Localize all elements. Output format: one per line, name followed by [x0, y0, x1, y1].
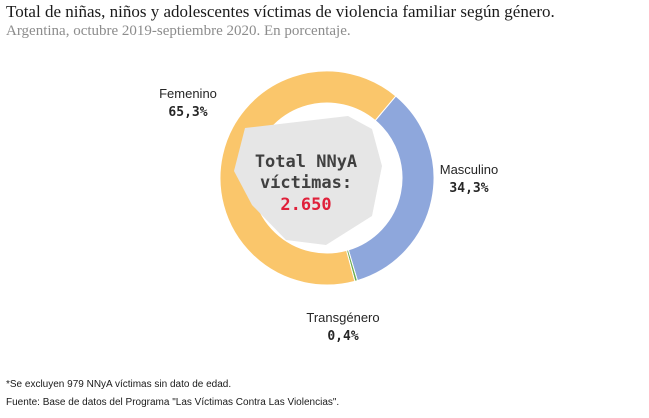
source-note: Fuente: Base de datos del Programa "Las …	[6, 397, 340, 408]
center-line-1: Total NNyA	[255, 152, 357, 172]
chart-title: Total de niñas, niños y adolescentes víc…	[6, 2, 555, 21]
label-transgenero: Transgénero	[306, 310, 379, 325]
center-line-2: víctimas:	[260, 173, 352, 193]
value-femenino: 65,3%	[168, 105, 207, 120]
chart-subtitle: Argentina, octubre 2019-septiembre 2020.…	[6, 23, 351, 39]
footnote: *Se excluyen 979 NNyA víctimas sin dato …	[6, 379, 232, 390]
center-badge	[234, 116, 382, 245]
center-total-value: 2.650	[280, 195, 331, 215]
value-transgenero: 0,4%	[327, 329, 358, 344]
label-femenino: Femenino	[159, 86, 217, 101]
slice-labels: Femenino 65,3% Masculino 34,3% Transgénero 0,…	[159, 86, 498, 344]
label-masculino: Masculino	[440, 162, 499, 177]
value-masculino: 34,3%	[449, 181, 488, 196]
